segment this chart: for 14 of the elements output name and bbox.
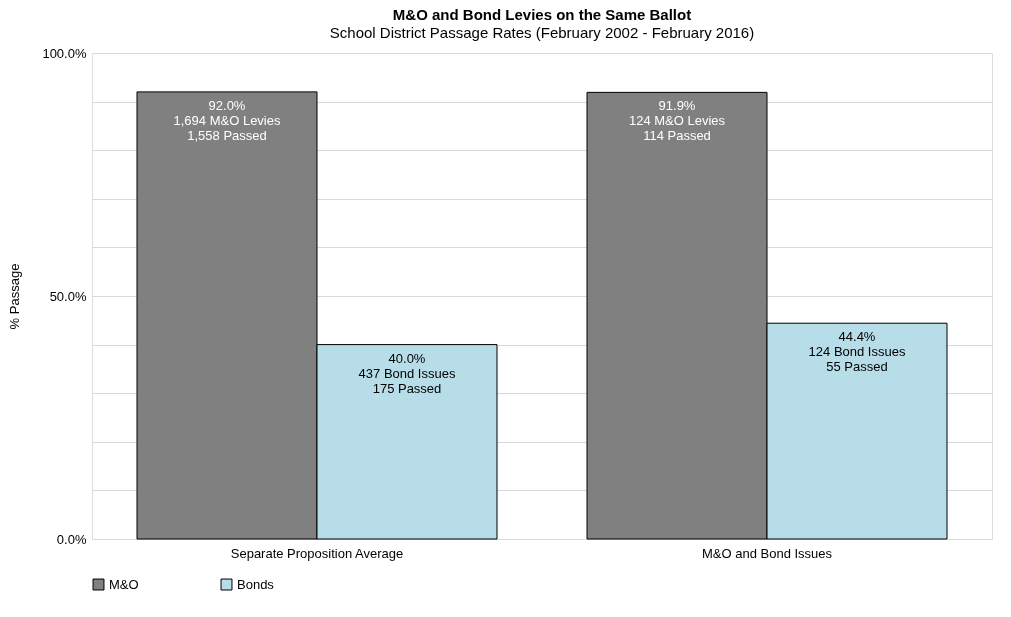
- chart-title: M&O and Bond Levies on the Same Ballot: [392, 6, 692, 23]
- data-label: 91.9% 124 M&O Levies 114 Passed: [628, 98, 726, 144]
- data-label: 92.0% 1,694 M&O Levies 1,558 Passed: [173, 97, 281, 143]
- legend-label: Bonds: [237, 576, 275, 592]
- legend-label: M&O: [109, 576, 139, 592]
- x-tick-label: Separate Proposition Average: [230, 545, 404, 561]
- y-tick-label: 0.0%: [56, 531, 87, 547]
- y-tick-label: 50.0%: [49, 288, 87, 304]
- y-axis-title: % Passage: [7, 263, 23, 330]
- x-tick-label: M&O and Bond Issues: [701, 545, 833, 561]
- chart-subtitle: School District Passage Rates (February 2002 - February 2016): [329, 24, 755, 41]
- y-tick-label: 100.0%: [42, 45, 87, 61]
- data-label: 44.4% 124 Bond Issues 55 Passed: [808, 329, 906, 375]
- data-label: 40.0% 437 Bond Issues 175 Passed: [358, 350, 456, 396]
